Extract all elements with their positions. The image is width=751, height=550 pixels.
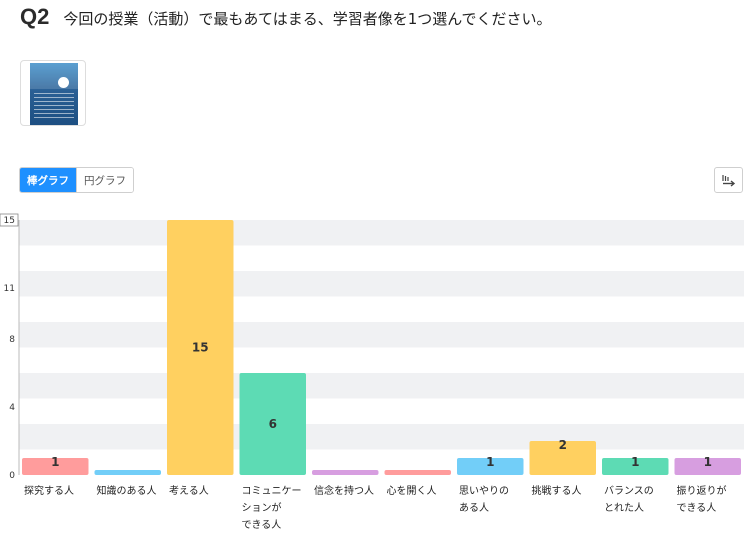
- y-tick-box: [0, 213, 19, 227]
- bar-value-label: 15: [192, 341, 209, 355]
- document-thumbnail-icon: [30, 63, 78, 125]
- bar[interactable]: [674, 458, 742, 475]
- document-thumbnail[interactable]: [20, 60, 86, 126]
- bar-value-label: 6: [269, 417, 277, 431]
- x-category-label: とれた人: [604, 502, 644, 514]
- bar-value-label: 1: [51, 455, 59, 469]
- grid-band: [19, 373, 744, 399]
- grid-band: [19, 322, 744, 348]
- bar[interactable]: [529, 441, 597, 475]
- bar[interactable]: [312, 470, 379, 475]
- question-text: 今回の授業（活動）で最もあてはまる、学習者像を1つ選んでください。: [63, 10, 552, 28]
- x-category-label: ションが: [242, 501, 282, 514]
- chart-type-toggle: 棒グラフ 円グラフ: [19, 167, 134, 193]
- x-category-label: 探究する人: [24, 484, 74, 497]
- grid-band: [19, 347, 744, 373]
- grid-band: [19, 245, 744, 271]
- grid-band: [19, 296, 744, 322]
- bar-value-label: 1: [486, 455, 494, 469]
- y-tick-label: 4: [9, 403, 15, 413]
- y-tick-label: 11: [4, 284, 15, 294]
- export-button[interactable]: [714, 167, 743, 193]
- bar-value-label: 1: [631, 455, 639, 469]
- x-category-label: 知識のある人: [97, 484, 157, 497]
- x-category-label: 振り返りが: [677, 484, 727, 497]
- export-arrow-icon: [721, 175, 735, 187]
- x-category-label: ある人: [459, 502, 489, 514]
- bar[interactable]: [384, 470, 452, 475]
- grid-band: [19, 220, 744, 246]
- bar[interactable]: [457, 458, 524, 475]
- bar-chart-button[interactable]: 棒グラフ: [20, 168, 76, 192]
- bar[interactable]: [94, 470, 162, 475]
- pie-chart-button[interactable]: 円グラフ: [76, 168, 133, 192]
- question-header: Q2 今回の授業（活動）で最もあてはまる、学習者像を1つ選んでください。: [20, 4, 552, 30]
- bar[interactable]: [239, 373, 307, 475]
- bar-value-label: 1: [704, 455, 712, 469]
- bar[interactable]: [602, 458, 669, 475]
- x-category-label: バランスの: [604, 485, 654, 497]
- x-category-label: できる人: [242, 519, 282, 531]
- y-tick-label: 8: [9, 335, 15, 345]
- x-category-label: 挑戦する人: [532, 484, 582, 497]
- x-category-label: 信念を持つ人: [314, 484, 374, 497]
- grid-band: [19, 398, 744, 424]
- grid-band: [19, 424, 744, 450]
- x-category-label: 考える人: [169, 485, 209, 497]
- y-tick-label: 0: [9, 471, 15, 481]
- x-category-label: 思いやりの: [459, 485, 509, 497]
- grid-band: [19, 271, 744, 297]
- x-category-label: できる人: [677, 502, 717, 514]
- bar[interactable]: [167, 220, 234, 475]
- y-tick-label: 15: [4, 216, 15, 226]
- bar[interactable]: [22, 458, 89, 475]
- bar-value-label: 2: [559, 438, 567, 452]
- x-category-label: 心を開く人: [387, 485, 437, 497]
- x-category-label: コミュニケー: [242, 485, 302, 497]
- question-number: Q2: [20, 4, 50, 29]
